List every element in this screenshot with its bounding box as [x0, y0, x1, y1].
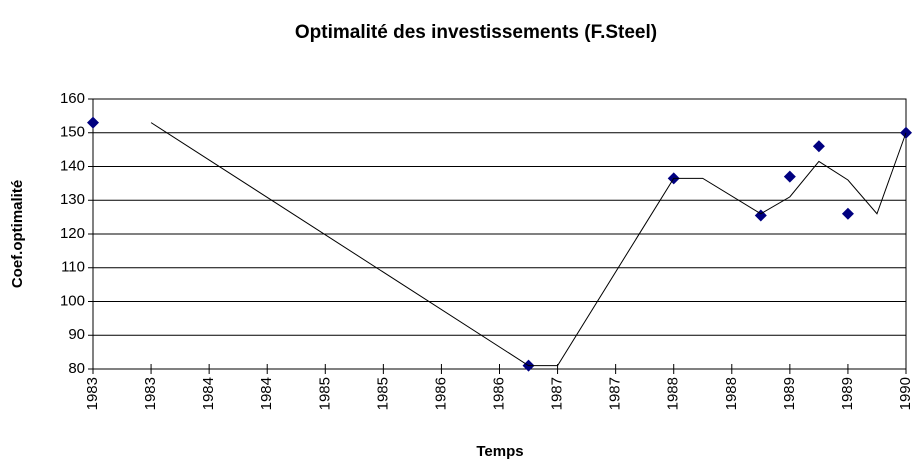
- y-tick-label: 140: [60, 157, 85, 174]
- x-tick-label: 1987: [549, 377, 566, 410]
- x-tick-label: 1989: [781, 377, 798, 410]
- x-tick-label: 1985: [374, 377, 391, 410]
- x-axis-title: Temps: [476, 443, 523, 460]
- y-tick-label: 90: [68, 326, 85, 343]
- marker: [87, 116, 99, 129]
- x-tick-label: 1984: [200, 377, 217, 410]
- x-tick-label: 1984: [258, 377, 275, 410]
- y-tick-label: 160: [60, 90, 85, 107]
- x-tick-label: 1988: [723, 377, 740, 410]
- marker: [783, 170, 796, 183]
- x-tick-label: 1986: [432, 377, 449, 410]
- x-tick-label: 1983: [142, 377, 159, 410]
- y-tick-label: 150: [60, 124, 85, 141]
- x-tick-label: 1990: [897, 377, 912, 410]
- chart-title: Optimalité des investissements (F.Steel): [295, 22, 657, 43]
- y-tick-label: 80: [68, 360, 85, 377]
- y-tick-label: 120: [60, 225, 85, 242]
- y-tick-label: 130: [60, 191, 85, 208]
- x-tick-label: 1988: [665, 377, 682, 410]
- marker: [841, 207, 854, 220]
- y-tick-label: 100: [60, 292, 85, 309]
- trend-line: [150, 122, 907, 367]
- x-tick-label: 1983: [84, 377, 101, 410]
- x-tick-label: 1989: [839, 377, 856, 410]
- y-axis-title: Coef.optimalité: [9, 180, 26, 288]
- x-tick-label: 1986: [490, 377, 507, 410]
- y-tick-label: 110: [61, 259, 85, 276]
- x-tick-label: 1985: [316, 377, 333, 410]
- x-tick-label: 1987: [607, 377, 624, 410]
- marker: [812, 140, 825, 153]
